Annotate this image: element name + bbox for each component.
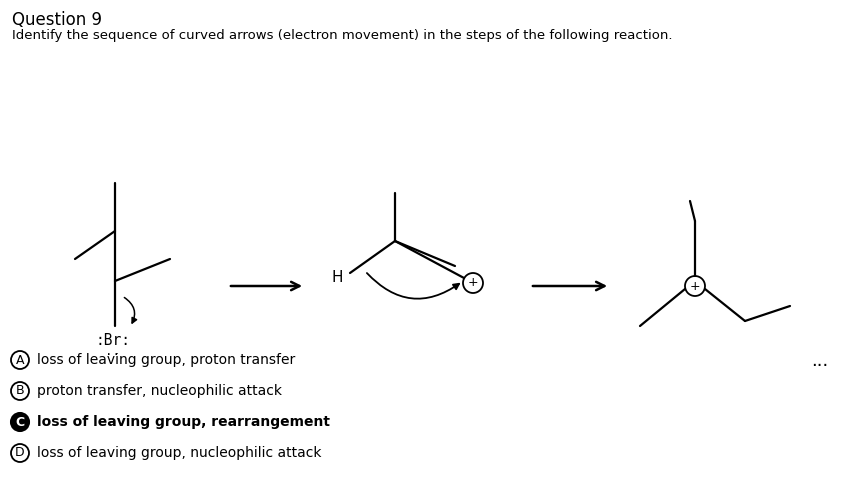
Text: D: D <box>15 446 25 459</box>
Text: +: + <box>690 280 701 293</box>
Text: loss of leaving group, rearrangement: loss of leaving group, rearrangement <box>37 415 330 429</box>
Text: loss of leaving group, nucleophilic attack: loss of leaving group, nucleophilic atta… <box>37 446 321 460</box>
Text: proton transfer, nucleophilic attack: proton transfer, nucleophilic attack <box>37 384 282 398</box>
Text: ··: ·· <box>105 348 120 361</box>
Text: Identify the sequence of curved arrows (electron movement) in the steps of the f: Identify the sequence of curved arrows (… <box>12 29 673 42</box>
Text: B: B <box>16 384 24 397</box>
Text: C: C <box>15 415 24 428</box>
Circle shape <box>11 413 29 431</box>
Text: Question 9: Question 9 <box>12 11 102 29</box>
FancyArrowPatch shape <box>367 273 459 299</box>
Text: loss of leaving group, proton transfer: loss of leaving group, proton transfer <box>37 353 295 367</box>
Text: ···: ··· <box>812 357 828 375</box>
Text: H: H <box>331 270 343 285</box>
Text: :Br:: :Br: <box>96 333 130 348</box>
Text: A: A <box>16 354 24 367</box>
Text: +: + <box>468 277 479 290</box>
FancyArrowPatch shape <box>124 298 136 323</box>
